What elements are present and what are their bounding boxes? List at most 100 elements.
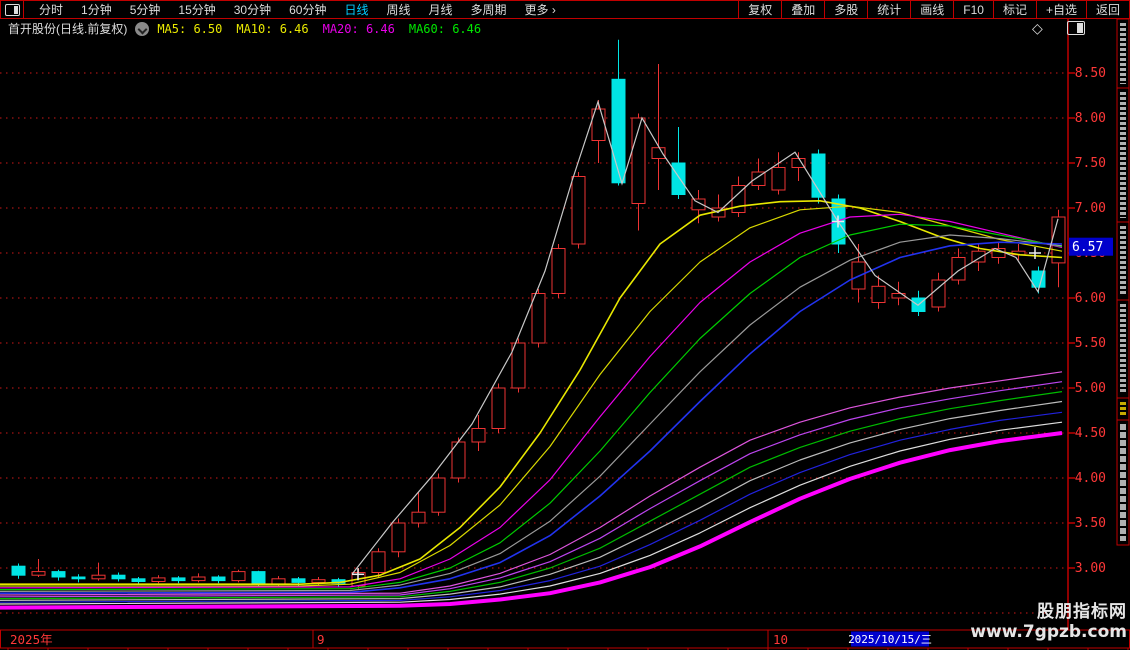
candle-up bbox=[371, 551, 386, 573]
candle-up bbox=[971, 250, 986, 263]
ma-readout-0: MA5: 6.50 bbox=[157, 21, 223, 36]
menu-item-9[interactable]: 多周期 bbox=[470, 3, 507, 17]
candle-down bbox=[111, 574, 126, 580]
candle-up bbox=[91, 574, 106, 580]
price-axis-label: 7.50 bbox=[1075, 156, 1106, 171]
toolbar-button-2[interactable]: 多股 bbox=[824, 1, 867, 18]
watermark-site-name: 股朋指标网 bbox=[1037, 602, 1127, 621]
toolbar-button-3[interactable]: 统计 bbox=[867, 1, 910, 18]
candle-up bbox=[571, 176, 586, 245]
candle-up bbox=[951, 257, 966, 281]
candle-down bbox=[211, 576, 226, 582]
candle-up bbox=[191, 576, 206, 582]
candle-down bbox=[291, 578, 306, 583]
toolbar-button-0[interactable]: 复权 bbox=[738, 1, 781, 18]
candle-up bbox=[531, 293, 546, 344]
candle-up bbox=[751, 171, 766, 186]
current-price-text: 6.57 bbox=[1072, 240, 1103, 255]
ma-line-slow1 bbox=[0, 371, 1063, 596]
price-axis-label: 4.50 bbox=[1075, 426, 1106, 441]
time-axis-label: 2025年 bbox=[10, 632, 53, 647]
layout-toggle-icon[interactable] bbox=[1066, 21, 1085, 35]
ma-line-ma60 bbox=[0, 241, 1063, 595]
candle-up bbox=[511, 342, 526, 389]
ma-line-ma40 bbox=[0, 234, 1063, 593]
time-axis-band bbox=[0, 629, 1130, 649]
menu-item-7[interactable]: 周线 bbox=[386, 3, 411, 17]
ma-line-slow5 bbox=[0, 411, 1063, 603]
menu-item-10[interactable]: 更多 › bbox=[524, 3, 556, 17]
candle-down bbox=[1031, 270, 1046, 288]
toolbar-button-4[interactable]: 画线 bbox=[910, 1, 953, 18]
menu-item-4[interactable]: 30分钟 bbox=[233, 3, 272, 17]
price-axis-label: 8.00 bbox=[1075, 111, 1106, 126]
candle-up bbox=[551, 248, 566, 294]
candle-down bbox=[671, 162, 686, 195]
time-axis-label: 9 bbox=[317, 632, 325, 647]
candle-down bbox=[611, 78, 626, 184]
candle-up bbox=[271, 578, 286, 585]
watermark-site-url: www.7gpzb.com bbox=[970, 622, 1127, 642]
ma-line-slow2 bbox=[0, 381, 1063, 598]
ma-line-ma5 bbox=[0, 200, 1063, 586]
candle-up bbox=[431, 477, 446, 513]
stock-title: 首开股份(日线.前复权) bbox=[8, 22, 128, 36]
toolbar-button-6[interactable]: 标记 bbox=[992, 1, 1036, 18]
ma-line-ma20 bbox=[0, 213, 1063, 589]
candle-down bbox=[251, 571, 266, 585]
candle-down bbox=[171, 577, 186, 582]
toolbar-buttons: 复权 叠加 多股 统计 画线 F10 标记 +自选 返回 bbox=[738, 1, 1129, 18]
top-toolbar: 分时 1分钟 5分钟 15分钟 30分钟 60分钟 日线 周线 月线 多周期 更多 › 复权 叠加 多股… bbox=[0, 0, 1130, 19]
candle-up bbox=[871, 285, 886, 303]
candle-down bbox=[51, 571, 66, 578]
ma-line-slow6 bbox=[0, 421, 1063, 605]
price-axis-label: 3.00 bbox=[1075, 561, 1106, 576]
menu-item-2[interactable]: 5分钟 bbox=[129, 3, 161, 17]
menu-item-0[interactable]: 分时 bbox=[39, 3, 64, 17]
ma-readout-3: MA60: 6.46 bbox=[408, 21, 482, 36]
ma-line-slow7-thick bbox=[0, 431, 1063, 610]
candle-up bbox=[491, 387, 506, 429]
toolbar-button-7[interactable]: +自选 bbox=[1035, 1, 1086, 18]
menu-item-3[interactable]: 15分钟 bbox=[178, 3, 216, 17]
ma-line-ma30 bbox=[0, 223, 1063, 591]
period-menu: 分时 1分钟 5分钟 15分钟 30分钟 60分钟 日线 周线 月线 多周期 更多 › bbox=[24, 1, 565, 18]
ma-readouts: MA5: 6.50 MA10: 6.46 MA20: 6.46 MA60: 6.46 bbox=[157, 22, 495, 36]
price-axis-label: 4.00 bbox=[1075, 471, 1106, 486]
watermark: 股朋指标网 www.7gpzb.com bbox=[970, 597, 1127, 642]
zigzag-line bbox=[351, 99, 1059, 575]
panel-toggle-button[interactable] bbox=[1, 1, 24, 18]
menu-item-6[interactable]: 日线 bbox=[344, 3, 369, 17]
menu-item-5[interactable]: 60分钟 bbox=[289, 3, 327, 17]
price-axis-label: 8.50 bbox=[1075, 66, 1106, 81]
diamond-marker-icon[interactable]: ◇ bbox=[1032, 20, 1043, 36]
date-tag-text: 2025/10/15/三 bbox=[848, 633, 932, 646]
menu-item-1[interactable]: 1分钟 bbox=[81, 3, 112, 17]
info-bar: 首开股份(日线.前复权) MA5: 6.50 MA10: 6.46 MA20: 6.… bbox=[0, 19, 1060, 38]
toolbar-button-5[interactable]: F10 bbox=[953, 1, 993, 18]
toolbar-button-1[interactable]: 叠加 bbox=[781, 1, 824, 18]
panel-toggle-icon bbox=[4, 3, 20, 16]
toolbar-button-8[interactable]: 返回 bbox=[1085, 1, 1129, 18]
candle-up bbox=[411, 511, 426, 524]
price-axis-label: 5.50 bbox=[1075, 336, 1106, 351]
menu-item-8[interactable]: 月线 bbox=[428, 3, 453, 17]
current-price-tag bbox=[1069, 237, 1113, 256]
candle-up bbox=[391, 522, 406, 553]
candle-down bbox=[811, 153, 826, 198]
candle-down bbox=[11, 565, 26, 576]
candle-up bbox=[471, 428, 486, 443]
chart-corner-icons: ◇ bbox=[1032, 21, 1085, 35]
price-axis-label: 6.00 bbox=[1075, 291, 1106, 306]
candle-up bbox=[771, 167, 786, 191]
date-tag bbox=[851, 631, 929, 647]
chevron-down-circle-icon[interactable] bbox=[135, 21, 150, 36]
candle-up bbox=[31, 571, 46, 576]
candle-up bbox=[311, 579, 326, 583]
candle-down bbox=[131, 578, 146, 582]
candle-up bbox=[1051, 216, 1066, 264]
ma-line-slow4 bbox=[0, 400, 1063, 602]
ma-line-slow3 bbox=[0, 391, 1063, 600]
